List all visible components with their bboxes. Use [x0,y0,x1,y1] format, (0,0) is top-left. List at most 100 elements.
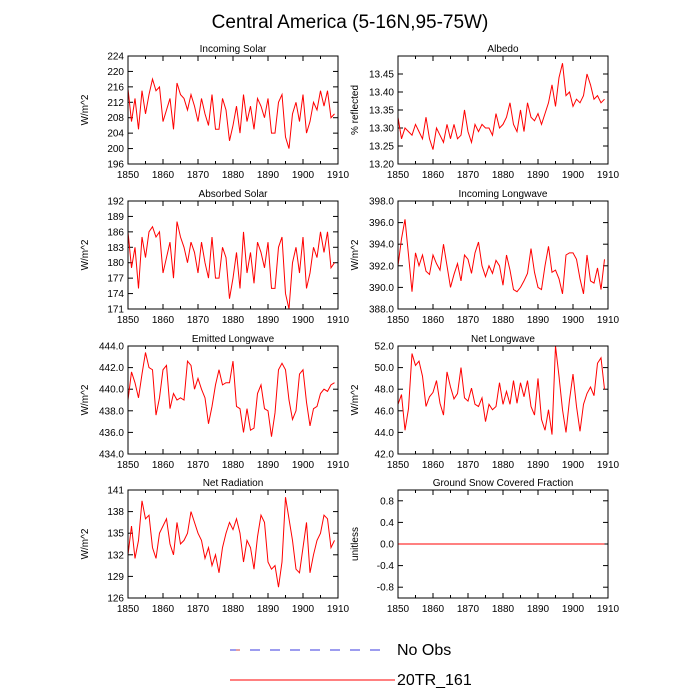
panel-title: Incoming Solar [200,44,267,55]
y-tick-label: 392.0 [369,261,394,272]
y-tick-label: 183 [107,243,124,254]
legend-label-20tr-161: 20TR_161 [397,672,472,689]
y-tick-label: 126 [107,594,124,605]
plot-frame [127,200,339,310]
y-tick-label: 208 [107,113,124,124]
x-tick-label: 1890 [257,170,280,181]
panel-1: Albedo % reflected 13.20 13.25 13.30 13.35 13.… [350,44,620,181]
plot-frame [127,55,339,165]
x-tick-label: 1870 [187,604,210,615]
y-tick-label: 177 [107,274,124,285]
series-line-20tr-161 [127,77,335,149]
y-tick-label: 440.0 [99,385,124,396]
y-tick-label: 396.0 [369,218,394,229]
x-tick-label: 1850 [117,170,140,181]
x-tick-label: 1880 [222,460,245,471]
x-tick-label: 1900 [562,315,585,326]
y-tick-label: 174 [107,289,124,300]
y-tick-label: -0.4 [377,561,395,572]
y-tick-label: 13.40 [369,88,394,99]
panels: Incoming Solar W/m^2 196 200 204 208 212 216 220… [80,44,620,615]
legend-label-no-obs: No Obs [397,642,451,659]
y-tick-label: 13.45 [369,70,394,81]
y-tick-label: 390.0 [369,283,394,294]
y-tick-label: 196 [107,160,124,171]
x-tick-label: 1870 [187,170,210,181]
y-tick-label: 186 [107,227,124,238]
x-tick-label: 1850 [117,315,140,326]
y-tick-label: 50.0 [375,363,395,374]
x-tick-label: 1870 [457,315,480,326]
y-tick-label: 52.0 [375,342,395,353]
x-tick-label: 1910 [597,460,620,471]
plot-frame [127,345,339,455]
x-tick-label: 1880 [492,170,515,181]
x-tick-label: 1900 [292,170,315,181]
x-tick-label: 1850 [117,604,140,615]
x-tick-label: 1880 [222,604,245,615]
x-tick-label: 1900 [292,604,315,615]
x-tick-label: 1890 [257,460,280,471]
series-line-20tr-161 [127,352,335,437]
panel-6: Net Radiation W/m^2 126 129 132 135 138 141 1850… [80,478,350,615]
x-tick-label: 1860 [422,604,445,615]
panel-title: Incoming Longwave [459,189,548,200]
y-tick-label: 216 [107,82,124,93]
x-tick-label: 1910 [327,315,350,326]
y-tick-label: 48.0 [375,385,395,396]
x-tick-label: 1910 [327,460,350,471]
y-tick-label: 132 [107,550,124,561]
x-tick-label: 1880 [492,460,515,471]
series-line-20tr-161 [397,345,605,435]
plot-frame [397,489,609,599]
y-tick-label: 438.0 [99,406,124,417]
x-tick-label: 1870 [457,170,480,181]
y-tick-label: 0.8 [380,496,394,507]
x-tick-label: 1890 [527,604,550,615]
y-axis-label: W/m^2 [80,239,91,270]
y-tick-label: 44.0 [375,428,395,439]
series-line-20tr-161 [397,219,605,294]
x-tick-label: 1850 [387,604,410,615]
x-tick-label: 1860 [422,170,445,181]
y-tick-label: 141 [107,486,124,497]
x-tick-label: 1860 [422,315,445,326]
y-axis-label: % reflected [350,85,361,135]
y-tick-label: 212 [107,98,124,109]
plot-frame [127,489,339,599]
panel-title: Net Longwave [471,334,535,345]
series-line-20tr-161 [127,221,335,310]
panel-title: Absorbed Solar [199,189,269,200]
x-tick-label: 1890 [257,604,280,615]
x-tick-label: 1900 [562,460,585,471]
plot-frame [397,345,609,455]
x-tick-label: 1890 [527,460,550,471]
y-tick-label: 436.0 [99,428,124,439]
y-tick-label: 204 [107,129,124,140]
x-tick-label: 1850 [387,315,410,326]
x-tick-label: 1850 [117,460,140,471]
panel-5: Net Longwave W/m^2 42.0 44.0 46.0 48.0 50.0 52.… [350,334,620,471]
y-tick-label: -0.8 [377,583,395,594]
y-tick-label: 129 [107,572,124,583]
panel-title: Net Radiation [203,478,264,489]
x-tick-label: 1910 [327,604,350,615]
x-tick-label: 1890 [527,315,550,326]
y-tick-label: 398.0 [369,197,394,208]
x-tick-label: 1910 [597,170,620,181]
y-tick-label: 171 [107,305,124,316]
x-tick-label: 1850 [387,460,410,471]
y-tick-label: 138 [107,507,124,518]
y-tick-label: 13.30 [369,124,394,135]
y-tick-label: 0.4 [380,518,394,529]
x-tick-label: 1870 [457,460,480,471]
x-tick-label: 1850 [387,170,410,181]
x-tick-label: 1870 [457,604,480,615]
y-tick-label: 135 [107,529,124,540]
x-tick-label: 1890 [257,315,280,326]
y-tick-label: 388.0 [369,305,394,316]
x-tick-label: 1860 [152,170,175,181]
x-tick-label: 1880 [492,315,515,326]
y-axis-label: W/m^2 [350,239,361,270]
